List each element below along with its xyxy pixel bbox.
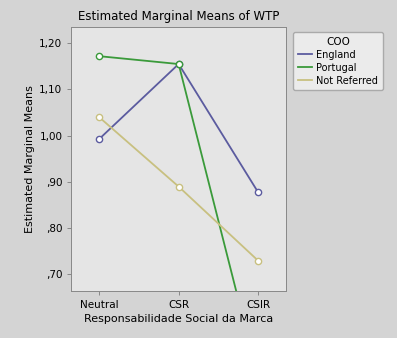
- Legend: England, Portugal, Not Referred: England, Portugal, Not Referred: [293, 32, 383, 90]
- Y-axis label: Estimated Marginal Means: Estimated Marginal Means: [25, 85, 35, 233]
- X-axis label: Responsabilidade Social da Marca: Responsabilidade Social da Marca: [84, 314, 273, 324]
- Title: Estimated Marginal Means of WTP: Estimated Marginal Means of WTP: [78, 10, 279, 23]
